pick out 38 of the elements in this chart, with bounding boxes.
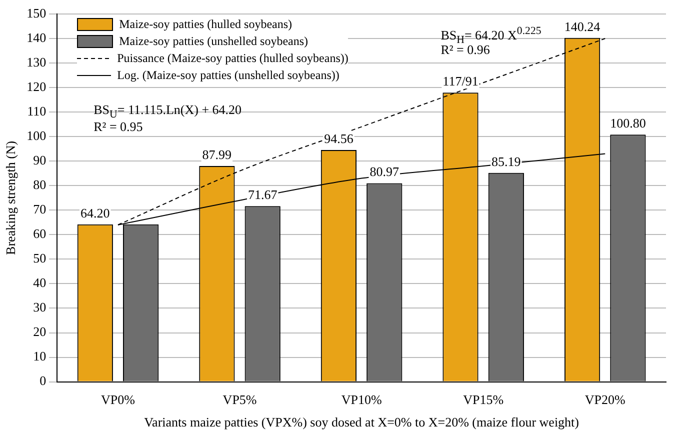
x-tick-label: VP0% [101,392,136,408]
y-tick-label: 10 [33,348,46,364]
data-label: 64.20 [80,205,110,220]
x-axis-title: Variants maize patties (VPX%) soy dosed at X=0% to X=20% (maize flour weight) [144,414,579,430]
y-tick-label: 70 [33,202,46,217]
y-tick-label: 80 [33,177,46,192]
data-label: 85.19 [492,154,521,169]
y-tick-label: 20 [33,324,46,340]
y-tick-label: 130 [26,54,46,70]
y-tick-label: 50 [33,250,46,266]
legend-label: Maize-soy patties (unshelled soybeans) [119,33,308,50]
legend-label: Maize-soy patties (hulled soybeans) [119,16,292,33]
annotation: BS$_{U}$= 11.115.Ln(X) + 64.20 [94,102,242,121]
y-tick-label: 40 [33,275,46,290]
x-tick-label: VP20% [584,392,626,408]
y-tick-label: 90 [33,152,46,168]
y-tick-label: 30 [33,300,46,315]
y-tick-label: 150 [26,5,46,20]
legend-label: Log. (Maize-soy patties (unshelled soybeans)) [117,67,340,84]
data-label: 94.56 [324,130,354,146]
y-axis-title: Breaking strength (N) [3,140,18,255]
y-tick-label: 120 [26,78,46,94]
x-tick-label: VP5% [222,392,257,408]
data-label: 71.67 [248,186,278,202]
data-label: 80.97 [370,164,400,180]
y-tick-label: 60 [33,226,46,242]
x-tick-label: VP10% [341,392,382,408]
data-label: 100.80 [610,116,646,131]
y-tick-label: 110 [27,104,46,118]
annotation: R² = 0.95 [94,118,143,135]
data-label: 87.99 [202,146,232,162]
legend-label: Puissance (Maize-soy patties (hulled soybeans)) [117,50,348,67]
data-label: 140.24 [564,18,601,34]
y-tick-label: 140 [26,30,46,45]
data-label: 117/91 [442,74,478,89]
y-tick-label: 100 [26,128,46,144]
y-tick-label: 0 [40,373,46,388]
x-tick-label: VP15% [463,392,504,408]
